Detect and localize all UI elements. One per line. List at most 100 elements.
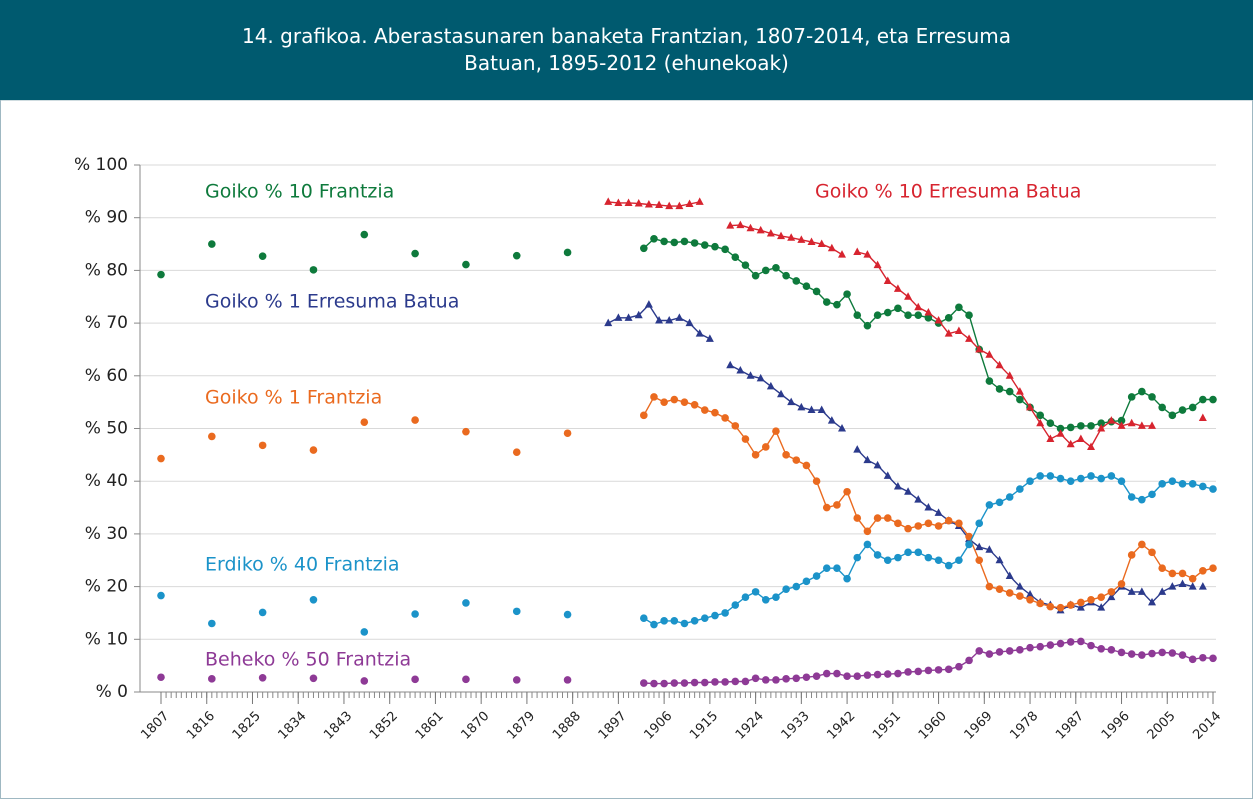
marker [833,300,841,309]
marker [563,429,572,438]
marker [955,519,963,528]
marker [873,514,882,522]
marker [1046,641,1055,649]
marker [1127,587,1136,595]
marker [975,519,984,528]
marker [1178,406,1187,414]
marker [1148,393,1156,401]
marker [1005,647,1014,655]
series-label: Goiko % 1 Erresuma Batua [205,291,459,313]
marker [1117,580,1126,588]
marker [309,446,318,454]
marker [1066,601,1075,609]
x-tick-label: 1816 [184,709,218,743]
marker [955,662,963,671]
marker [1158,403,1166,412]
marker [360,230,369,239]
marker [726,360,735,369]
marker [975,647,984,655]
marker [965,334,974,342]
marker [1097,419,1105,428]
marker [853,247,862,255]
marker [812,287,821,296]
marker [787,233,796,241]
marker [1148,597,1157,606]
x-tick-label: 1888 [550,709,584,743]
marker [1107,646,1116,654]
marker [665,201,674,210]
chart-title: 14. grafikoa. Aberastasunaren banaketa F… [0,0,1253,100]
marker [650,679,658,688]
marker [985,582,994,591]
y-tick-label: % 50 [85,419,128,439]
marker [1087,422,1095,430]
x-tick-label: 1915 [687,709,721,743]
marker [1036,418,1045,427]
marker [761,266,770,275]
marker [827,243,836,252]
x-tick-label: 1870 [458,709,492,743]
marker [914,311,923,319]
marker [680,619,689,628]
marker [944,665,953,674]
marker [797,235,806,243]
marker [309,266,318,274]
x-tick-label: 1834 [276,709,310,743]
marker [1077,637,1085,646]
marker [817,405,826,414]
marker [695,329,704,337]
marker [1087,442,1096,450]
marker [843,290,851,298]
marker [1046,434,1055,443]
marker [741,435,750,443]
marker [411,675,419,684]
marker [843,574,851,583]
marker [1066,638,1075,646]
marker [563,610,572,619]
marker [863,527,872,536]
marker [690,400,699,409]
marker [792,456,801,464]
marker [640,411,648,420]
marker [650,393,658,401]
marker [777,389,786,398]
marker [1158,564,1166,572]
marker [904,292,913,300]
marker [792,582,801,591]
marker [634,310,643,319]
marker [512,251,521,260]
marker [817,239,826,248]
marker [873,670,882,679]
marker [812,477,821,486]
marker [1026,643,1034,652]
marker [1005,493,1014,501]
marker [1158,587,1167,595]
marker [985,650,994,658]
marker [883,670,892,678]
marker [833,669,841,678]
marker [680,679,689,687]
marker [1097,603,1106,611]
marker [1107,472,1116,480]
marker [965,532,973,541]
marker [1005,371,1014,379]
x-tick-label: 1960 [916,709,950,743]
marker [883,471,892,479]
marker [1137,421,1146,429]
y-tick-label: % 60 [85,366,128,386]
marker [1066,423,1075,432]
series-label: Erdiko % 40 Frantzia [205,554,400,576]
marker [675,201,684,210]
marker [1056,424,1065,433]
marker [711,408,719,417]
marker [914,522,923,530]
marker [705,334,714,342]
marker [1016,485,1024,493]
marker [893,481,902,490]
marker [1005,571,1014,580]
marker [1198,582,1207,590]
marker [1107,588,1116,596]
series-line [643,238,1213,430]
marker [655,315,664,324]
